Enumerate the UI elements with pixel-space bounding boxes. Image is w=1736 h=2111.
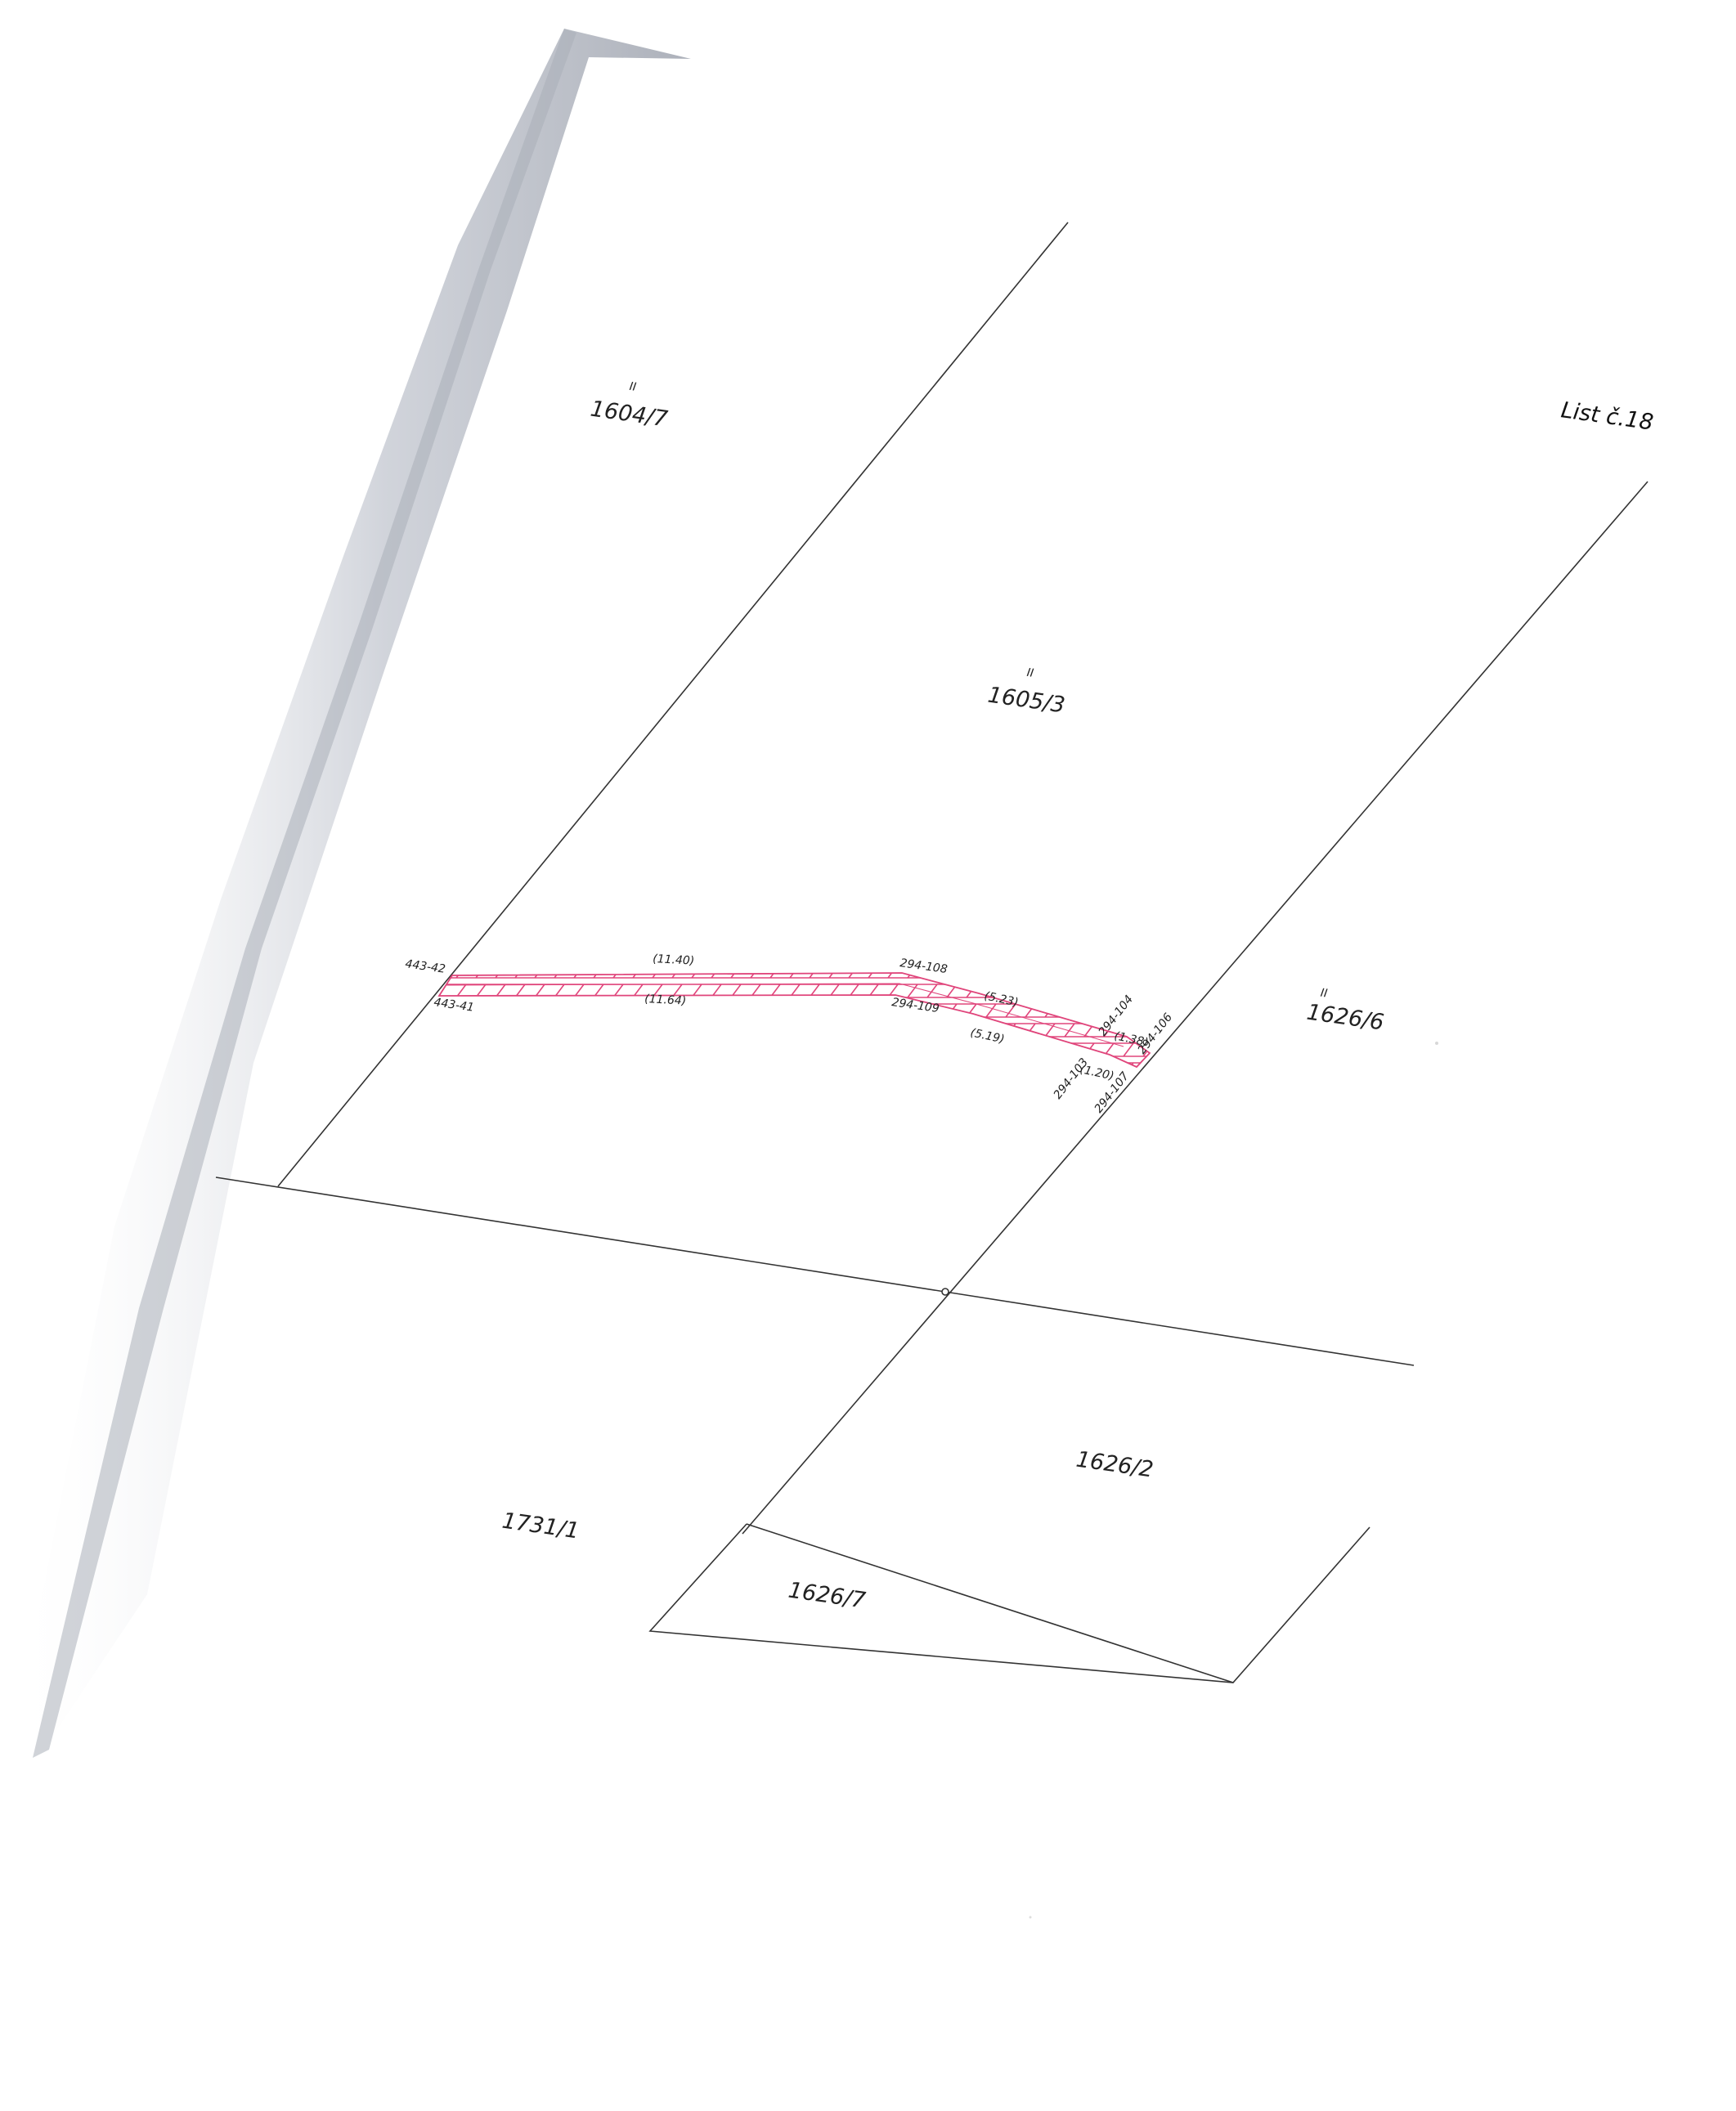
parcel-1731-1: 1731/1	[500, 1508, 581, 1544]
measurement-label: (11.64)	[644, 993, 687, 1008]
parcel-number: 1626/6	[1305, 1000, 1385, 1036]
measurement-labels: (11.40) (11.64) (5.23) (5.19) (1.38) (1.…	[644, 952, 1150, 1083]
boundary-junction-point	[941, 1288, 949, 1296]
parcel-number: 1626/7	[787, 1578, 867, 1614]
parcel-mark: II	[629, 380, 637, 394]
parcel-1605-3: II 1605/3	[986, 666, 1066, 719]
scan-speck	[1435, 1042, 1438, 1045]
easement-strip	[437, 972, 1151, 1069]
scan-speck	[1029, 1916, 1032, 1919]
parcel-mark: II	[1026, 666, 1034, 680]
parcel-1604-7: II 1604/7	[589, 380, 669, 433]
point-label: 294-103	[1052, 1056, 1092, 1102]
boundary-line-west	[277, 222, 1069, 1187]
parcel-boundaries	[215, 222, 1649, 1683]
measurement-label: (1.20)	[1079, 1063, 1115, 1082]
boundary-line-road	[215, 1177, 1415, 1366]
boundary-line-east	[742, 481, 1649, 1535]
parcel-number: 1626/2	[1074, 1447, 1155, 1483]
point-label: 443-42	[404, 957, 446, 976]
parcel-1626-7: 1626/7	[787, 1578, 867, 1614]
boundary-parcel-1626-7	[648, 1523, 1370, 1683]
parcel-number: 1605/3	[986, 683, 1066, 719]
boundary-line-inner	[746, 1523, 1234, 1683]
easement-centerline	[445, 983, 1124, 1047]
parcel-number: 1731/1	[500, 1508, 581, 1544]
parcel-1626-6: II 1626/6	[1305, 987, 1385, 1036]
point-label: 294-106	[1136, 1011, 1176, 1056]
scan-edge-shadow	[8, 29, 691, 1766]
parcel-1626-2: 1626/2	[1074, 1447, 1155, 1483]
easement-hatch-area	[437, 972, 1151, 1069]
sheet-title: List č.18	[1559, 397, 1655, 436]
measurement-label: (11.40)	[653, 952, 695, 968]
parcel-number: 1604/7	[589, 397, 669, 433]
point-label: 443-41	[433, 996, 474, 1015]
point-label: 294-108	[899, 957, 948, 976]
measurement-label: (5.19)	[969, 1026, 1006, 1046]
parcel-mark: II	[1320, 987, 1328, 1001]
